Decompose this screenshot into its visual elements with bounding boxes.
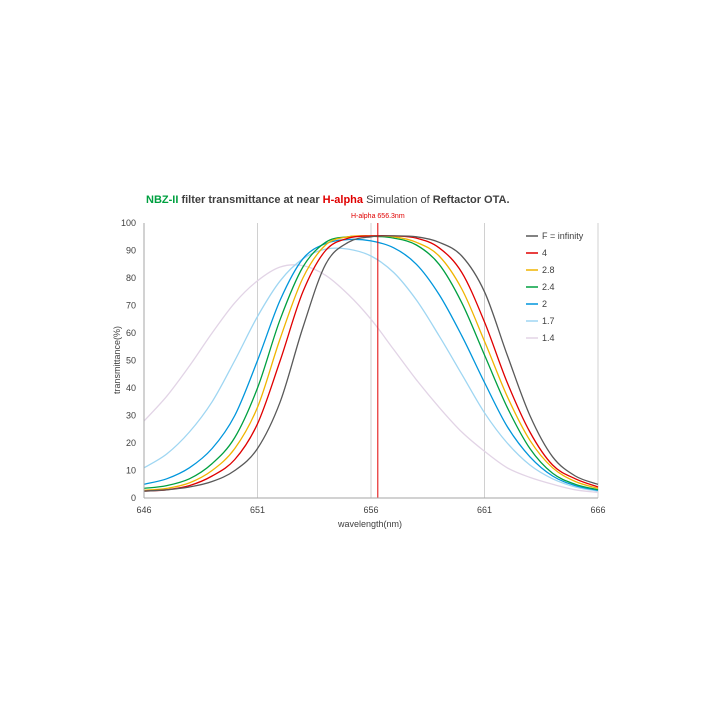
y-tick-label: 70 [126,301,136,311]
title-ota: Reftactor OTA. [432,194,510,206]
legend-label: 2 [542,299,547,309]
title-sim: Simulation of [363,194,433,206]
legend: F = infinity 4 2.8 2.4 2 1.7 1.4 [526,231,584,343]
y-tick-label: 40 [126,383,136,393]
title-desc: filter transmittance at near [178,194,323,206]
title-product: NBZ-II [146,194,179,206]
y-tick-label: 90 [126,246,136,256]
legend-label: 4 [542,248,547,258]
y-tick-label: 100 [121,218,136,228]
x-tick-label: 656 [363,505,378,515]
y-tick-label: 10 [126,466,136,476]
legend-label: F = infinity [542,231,584,241]
axes: 0 10 20 30 40 50 60 70 80 90 100 646 651 656 661 666 [121,218,606,515]
chart-title: NBZ-II filter transmittance at near H-al… [146,194,510,206]
y-axis-label: transmittance(%) [112,326,122,394]
halpha-label: H-alpha 656.3nm [351,213,405,220]
series-line-1-7 [143,247,599,492]
x-tick-label: 646 [136,505,151,515]
x-tick-label: 651 [250,505,265,515]
legend-label: 2.8 [542,265,555,275]
y-tick-label: 50 [126,356,136,366]
y-tick-label: 0 [131,493,136,503]
legend-label: 1.4 [542,333,555,343]
series-line-2 [143,238,599,491]
x-axis-label: wavelength(nm) [337,519,402,529]
y-tick-label: 20 [126,438,136,448]
y-tick-label: 60 [126,328,136,338]
series-line-1-4 [143,264,599,494]
legend-label: 2.4 [542,282,555,292]
series-line-4 [143,235,599,492]
title-halpha: H-alpha [322,194,364,206]
x-tick-label: 666 [590,505,605,515]
legend-label: 1.7 [542,316,555,326]
series-lines [143,235,599,494]
series-line-f-infinity [143,235,599,492]
x-tick-label: 661 [477,505,492,515]
y-tick-label: 30 [126,411,136,421]
halpha-marker: H-alpha 656.3nm [351,213,405,498]
y-tick-label: 80 [126,273,136,283]
